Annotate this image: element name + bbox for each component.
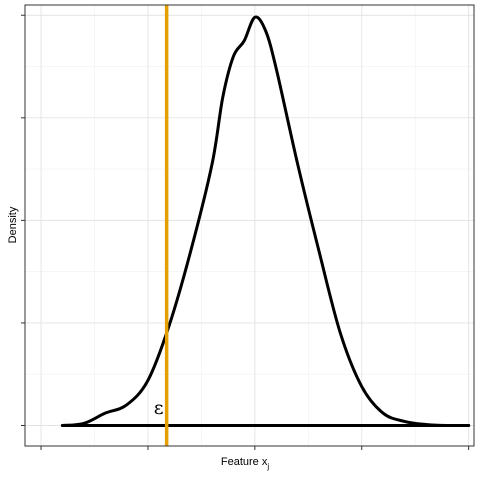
x-axis-title-main: Feature x	[221, 456, 268, 468]
axis-ticks	[21, 14, 470, 450]
epsilon-annotation: ε	[154, 397, 164, 419]
density-curve-0	[60, 15, 471, 428]
plot-panel	[25, 5, 474, 446]
y-axis-title: Density	[7, 206, 19, 243]
grid-minor	[25, 5, 474, 446]
x-axis-title: Feature xj	[221, 456, 269, 471]
x-axis-title-subscript: j	[266, 462, 269, 471]
chart-marks	[60, 5, 471, 446]
plot-border	[24, 4, 475, 447]
